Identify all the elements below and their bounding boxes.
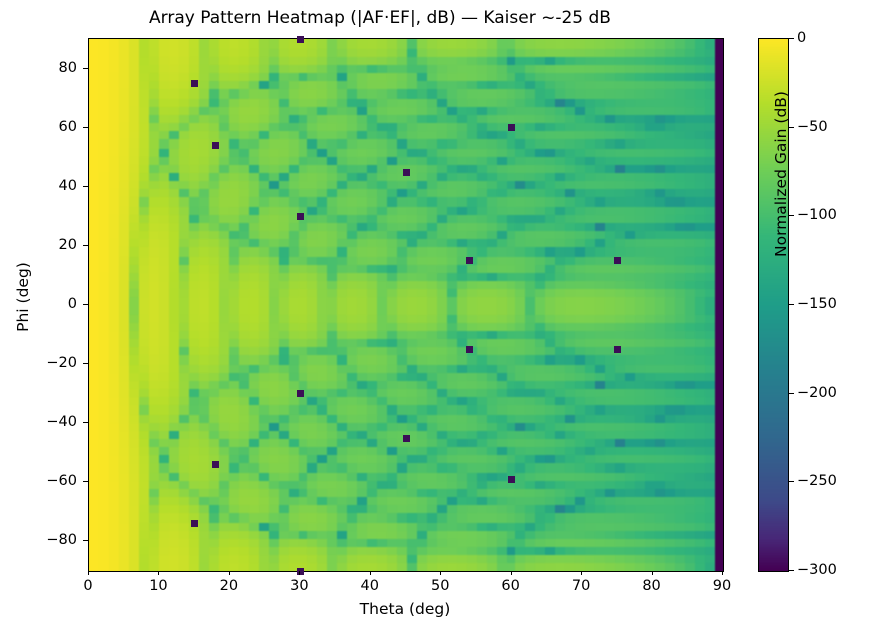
y-tick-label: −20 <box>46 355 77 372</box>
sidelobe-marker <box>402 168 410 176</box>
y-tick-mark <box>83 185 88 187</box>
colorbar-tick-mark <box>789 392 794 394</box>
colorbar-tick-label: −50 <box>797 118 828 135</box>
colorbar-label: Normalized Gain (dB) <box>772 91 790 257</box>
colorbar <box>758 38 789 572</box>
x-tick-label: 10 <box>149 578 168 594</box>
colorbar-tick-label: −100 <box>797 207 837 224</box>
x-tick-mark <box>88 571 89 575</box>
x-tick-label: 70 <box>571 578 591 594</box>
x-tick-mark <box>158 571 160 575</box>
colorbar-tick-mark <box>789 38 794 39</box>
colorbar-tick-label: −150 <box>797 296 837 312</box>
colorbar-tick-mark <box>789 215 794 217</box>
x-tick-mark <box>651 571 653 575</box>
colorbar-tick-label: −300 <box>797 562 837 578</box>
x-tick-mark <box>722 571 723 575</box>
sidelobe-marker <box>212 461 220 469</box>
heatmap-image <box>89 39 723 571</box>
y-tick-mark <box>83 481 88 483</box>
colorbar-tick-label: 0 <box>797 30 807 46</box>
y-tick-label: 20 <box>58 236 77 253</box>
y-tick-label: 0 <box>67 296 77 312</box>
colorbar-gradient <box>759 39 788 571</box>
chart-title: Array Pattern Heatmap (|AF·EF|, dB) — Ka… <box>149 8 611 28</box>
x-tick-label: 50 <box>430 578 450 594</box>
colorbar-tick-mark <box>789 304 794 305</box>
y-tick-label: −40 <box>46 414 77 431</box>
sidelobe-marker <box>296 567 304 575</box>
sidelobe-marker <box>508 475 516 483</box>
x-tick-label: 0 <box>83 578 93 594</box>
heatmap-axes <box>88 35 724 575</box>
y-axis-label: Phi (deg) <box>14 262 32 332</box>
colorbar-tick-mark <box>789 126 794 128</box>
y-tick-mark <box>83 422 88 424</box>
sidelobe-marker <box>191 79 199 87</box>
x-tick-mark <box>581 571 583 575</box>
x-tick-mark <box>440 571 442 575</box>
x-tick-mark <box>228 571 230 575</box>
x-tick-label: 90 <box>712 578 732 594</box>
y-tick-mark <box>83 540 88 542</box>
sidelobe-marker <box>465 257 473 265</box>
sidelobe-marker <box>296 35 304 43</box>
x-tick-mark <box>299 571 301 575</box>
y-tick-mark <box>83 244 88 246</box>
sidelobe-marker <box>613 345 621 353</box>
x-tick-mark <box>369 571 371 575</box>
colorbar-tick-label: −200 <box>797 384 837 401</box>
y-tick-label: −60 <box>46 473 77 490</box>
x-axis-label: Theta (deg) <box>359 600 451 618</box>
marker-layer <box>89 35 723 575</box>
y-tick-mark <box>83 363 88 365</box>
y-tick-label: 80 <box>58 59 77 76</box>
colorbar-tick-mark <box>789 481 794 483</box>
y-tick-label: −80 <box>46 532 77 549</box>
colorbar-tick-label: −250 <box>797 473 837 490</box>
sidelobe-marker <box>465 345 473 353</box>
sidelobe-marker <box>191 520 199 528</box>
sidelobe-marker <box>296 212 304 220</box>
x-tick-mark <box>510 571 512 575</box>
sidelobe-marker <box>402 434 410 442</box>
x-tick-label: 80 <box>642 578 661 594</box>
y-tick-label: 60 <box>58 118 77 135</box>
sidelobe-marker <box>508 124 516 132</box>
x-tick-label: 20 <box>219 578 239 594</box>
y-tick-label: 40 <box>58 177 77 194</box>
y-tick-mark <box>83 67 88 69</box>
sidelobe-marker <box>613 257 621 265</box>
x-tick-label: 60 <box>501 578 520 594</box>
sidelobe-marker <box>212 141 220 149</box>
x-tick-label: 40 <box>360 578 379 594</box>
y-tick-mark <box>83 304 88 305</box>
sidelobe-marker <box>296 390 304 398</box>
x-tick-label: 30 <box>290 578 309 594</box>
colorbar-tick-mark <box>789 570 794 571</box>
y-tick-mark <box>83 126 88 128</box>
